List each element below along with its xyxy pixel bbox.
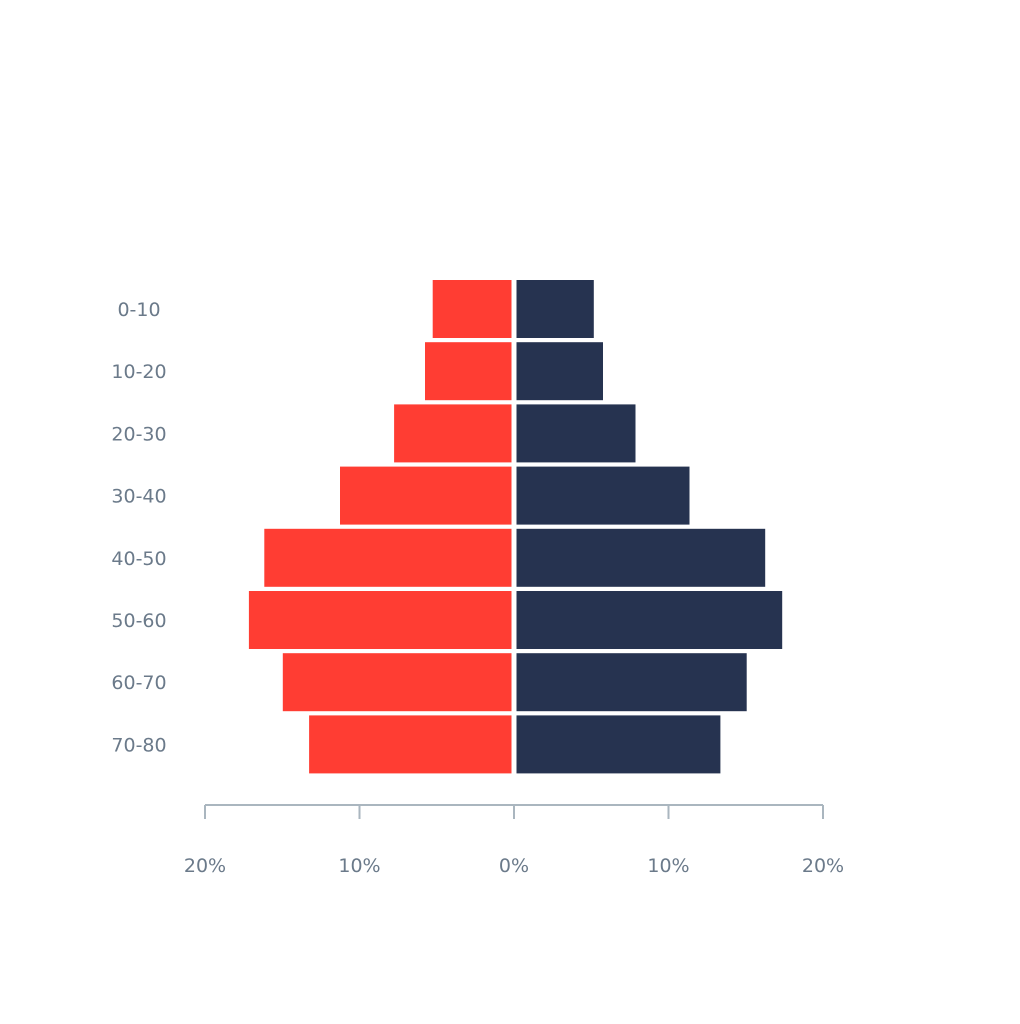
bar-left-2 — [394, 404, 512, 463]
bar-left-0 — [432, 280, 512, 338]
x-tick-label-1: 10% — [338, 855, 380, 877]
bar-right-5 — [516, 591, 783, 649]
bar-right-7 — [516, 715, 721, 774]
bar-right-0 — [516, 280, 594, 338]
category-label-2: 20-30 — [111, 423, 166, 445]
x-tick-label-4: 20% — [802, 855, 844, 877]
bar-right-1 — [516, 342, 603, 401]
bar-right-2 — [516, 404, 636, 463]
bars-layer — [248, 280, 783, 774]
bar-left-3 — [340, 466, 512, 525]
category-label-0: 0-10 — [117, 299, 160, 321]
x-tick-label-2: 0% — [499, 855, 529, 877]
bar-left-4 — [264, 528, 512, 587]
bar-left-6 — [282, 653, 512, 712]
x-axis: 20% 10% 0% 10% 20% — [184, 804, 844, 877]
bar-right-6 — [516, 653, 747, 712]
x-tick-label-0: 20% — [184, 855, 226, 877]
bar-left-5 — [248, 591, 512, 649]
bar-right-3 — [516, 466, 690, 525]
bar-left-1 — [425, 342, 512, 401]
category-label-6: 60-70 — [111, 672, 166, 694]
category-label-7: 70-80 — [111, 734, 166, 756]
category-label-5: 50-60 — [111, 610, 166, 632]
category-label-4: 40-50 — [111, 548, 166, 570]
bar-right-4 — [516, 528, 766, 587]
category-label-1: 10-20 — [111, 361, 166, 383]
category-label-3: 30-40 — [111, 486, 166, 508]
x-tick-label-3: 10% — [647, 855, 689, 877]
category-labels: 0-10 10-20 20-30 30-40 40-50 50-60 60-70 70-80 — [111, 299, 166, 756]
bar-left-7 — [309, 715, 512, 774]
